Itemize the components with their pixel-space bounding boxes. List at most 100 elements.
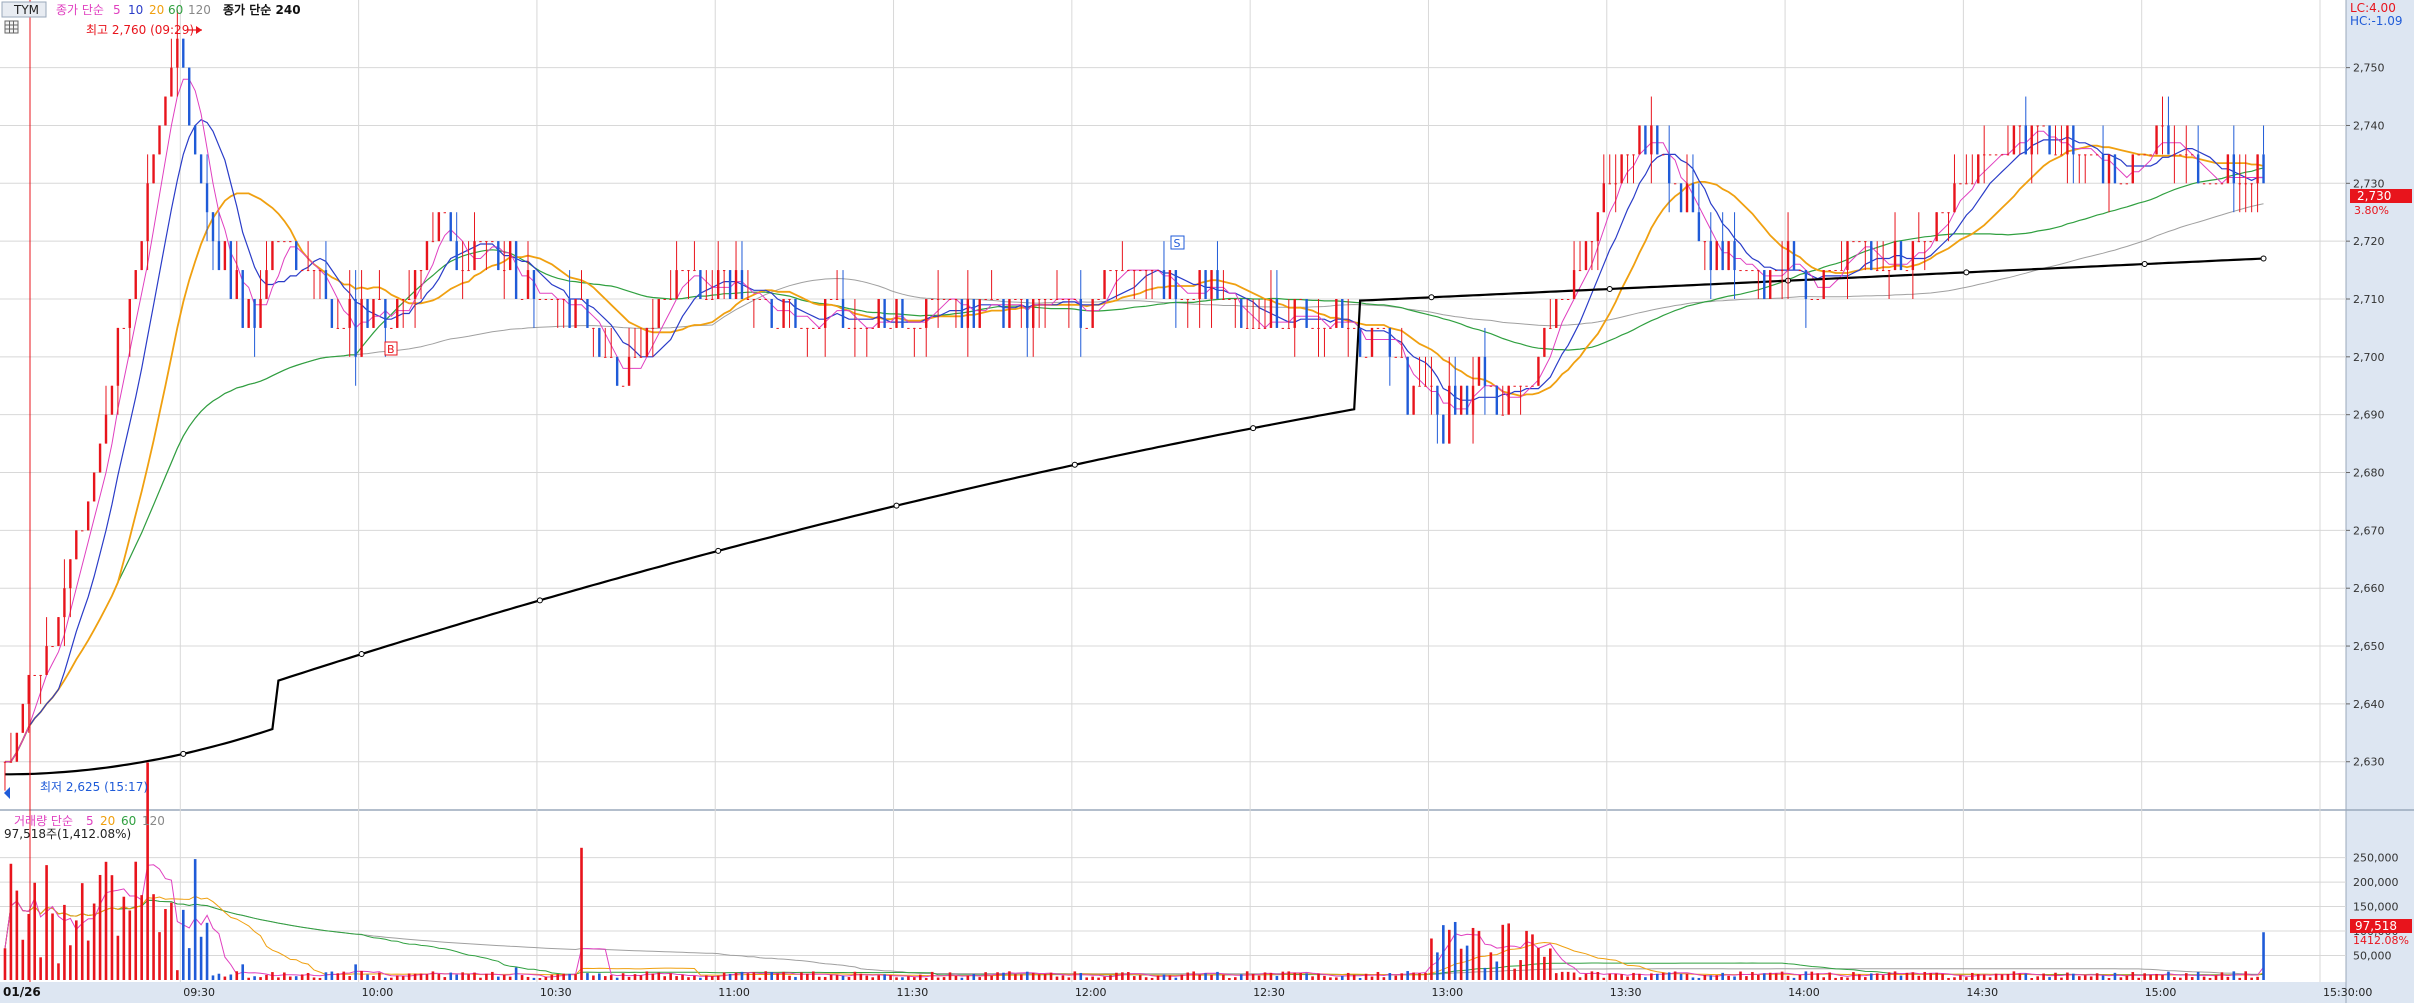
volume-bar [1959,975,1962,980]
vol-ma-60: 60 [121,814,136,828]
volume-bar [1132,976,1136,980]
candle-body [1721,241,1724,271]
candle-body [925,298,928,328]
volume-bar [1757,974,1760,980]
volume-bar [1138,975,1142,980]
candle-body [1376,327,1380,329]
candle-body [663,298,666,300]
candle-body [443,212,446,214]
volume-bar [1667,972,1671,980]
candle-body [2036,125,2039,127]
volume-bar [1721,972,1724,980]
candle-body [1982,154,1986,156]
candle-body [1757,270,1760,272]
buy-marker[interactable] [384,341,398,356]
volume-bar [2024,973,2028,980]
volume-bar [1953,977,1956,980]
candle-body [342,327,345,329]
candle-body [289,241,292,243]
volume-bar [425,974,429,980]
volume-bar [9,863,13,980]
volume-bar [1186,972,1190,980]
volume-bar [449,972,453,980]
volume-bar [514,967,518,980]
candle-body [396,298,399,328]
candle-body [728,270,732,299]
symbol-box[interactable] [1,1,47,18]
candle-body [651,327,655,329]
price-tick-label: 2,660 [2353,582,2385,595]
volume-bar [21,939,25,980]
volume-bar [1150,977,1154,980]
sell-marker[interactable] [1170,235,1185,250]
volume-bar [1929,973,1932,980]
volume-bar [413,973,417,980]
volume-bar [1560,971,1564,980]
candle-body [205,183,209,213]
candle-body [1352,327,1356,329]
volume-bar [1976,974,1980,980]
candle-body [1584,241,1588,271]
volume-bar [681,974,684,980]
candle-body [2256,154,2259,184]
volume-bar [1869,973,1873,980]
volume-bar [1471,927,1475,980]
volume-bar [1893,971,1897,980]
candle-body [1127,270,1130,272]
volume-bar [181,909,185,980]
volume-bar [1263,972,1267,980]
candle-body [1679,183,1683,213]
candle-body [1578,270,1582,272]
candle-body [1008,298,1011,328]
volume-bar [1822,977,1826,980]
volume-bar [568,973,571,980]
volume-bar [116,935,120,980]
candle-body [508,241,512,271]
volume-bar [1055,976,1059,980]
volume-summary: 97,518주(1,412.08%) [4,827,131,841]
candle-body [1792,241,1796,271]
candle-body [1572,270,1576,299]
candle-body [158,125,161,155]
candle-body [835,298,839,300]
candle-body [2066,125,2069,155]
candle-body [538,298,542,300]
volume-bar [63,904,66,980]
candle-body [936,298,940,300]
candle-body [81,530,84,532]
volume-bar [895,977,898,980]
candle-body [1109,270,1112,272]
candle-body [1828,270,1831,272]
volume-bar [1025,971,1029,980]
candle-body [1899,241,1903,271]
candle-body [1709,241,1712,271]
candle-body [1465,385,1469,415]
time-axis-background [0,982,2346,1003]
candle-body [1311,327,1314,329]
candle-body [722,270,726,272]
candle-body [1323,327,1326,329]
volume-tick-label: 200,000 [2353,876,2399,889]
volume-bar [651,973,655,980]
volume-bar [609,975,613,980]
candle-body [1929,241,1932,243]
ma-period-20: 20 [149,3,164,17]
candle-body [1988,154,1992,156]
candle-body [574,298,577,328]
grid-icon[interactable] [4,20,19,34]
candle-body [2054,154,2057,156]
low-arrow-icon [4,787,10,799]
volume-bar [853,971,857,980]
volume-bar [1412,972,1415,980]
candle-body [544,298,548,300]
volume-bar [1067,977,1071,980]
volume-bar [1620,974,1623,980]
volume-bar [318,977,322,980]
candle-body [1370,327,1374,357]
candle-body [2101,154,2105,184]
volume-bar [924,977,928,980]
ma240-node [1071,461,1078,468]
candle-body [687,270,690,272]
last-volume-label: 97,518 [2355,919,2397,933]
